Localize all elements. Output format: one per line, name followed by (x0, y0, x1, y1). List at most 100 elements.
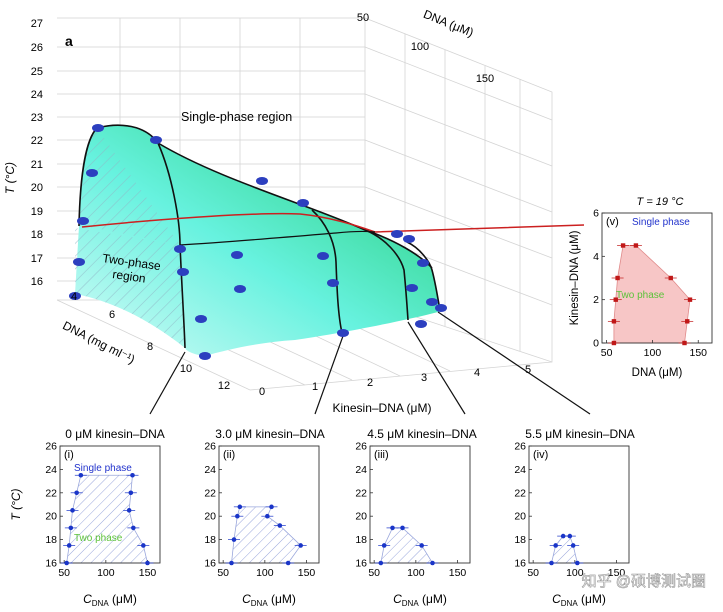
t-tick: 19 (31, 206, 43, 218)
kinesin-tick: 4 (474, 367, 480, 379)
y-tick-label: 26 (204, 441, 216, 453)
dna-um-tick: 50 (357, 12, 369, 24)
3d-marker (297, 199, 309, 207)
data-point (68, 525, 74, 531)
3d-marker (73, 258, 85, 266)
kinesin-tick: 3 (421, 372, 427, 384)
data-point (378, 560, 384, 566)
data-point (265, 513, 270, 519)
x-tick-label: 150 (139, 567, 157, 579)
chart-panel-i: 16 18 20 22 24 26 50 100 150 (i)Single phase Two p… (9, 427, 165, 608)
data-point (141, 543, 146, 548)
y-tick-label: 2 (593, 294, 599, 306)
dna-um-axis-ticks: 50 100 150 (357, 12, 494, 85)
y-tick-label: 24 (355, 464, 367, 476)
legend-single-phase: Single phase (632, 217, 690, 228)
t19-plane-lower-edge (179, 230, 376, 246)
y-tick-label: 16 (514, 558, 526, 570)
kinesin-tick: 0 (259, 386, 265, 398)
main-3d-plot: Single-phase region Two-phase region a T… (3, 7, 591, 415)
panel-tag: (iv) (533, 449, 548, 461)
data-point (74, 490, 79, 496)
y-tick-label: 22 (514, 487, 526, 499)
data-point (131, 525, 136, 531)
dna-mg-tick: 8 (147, 341, 153, 353)
data-point (381, 543, 387, 548)
y-tick-label: 22 (355, 487, 367, 499)
data-point (285, 560, 291, 566)
data-point (682, 340, 687, 346)
3d-marker (77, 217, 89, 225)
y-tick-label: 18 (204, 534, 216, 546)
t-tick: 16 (31, 276, 43, 288)
x-tick-label: 50 (601, 347, 613, 359)
data-point (620, 243, 626, 248)
y-axis-label: Kinesin–DNA (μM) (569, 230, 581, 325)
3d-marker (231, 251, 243, 259)
two-phase-hatched-area (66, 474, 149, 564)
3d-marker (195, 315, 207, 323)
x-axis-label-subscript: DNA (561, 599, 579, 608)
chart-panel-iii: 16 18 20 22 24 26 50 100 150 (iii) 4.5 μM kinesin–… (355, 427, 477, 608)
x-axis-label: CDNA (μM) (552, 592, 606, 608)
x-axis-label-subscript: DNA (92, 599, 110, 608)
x-axis-label: CDNA (μM) (83, 592, 137, 608)
3d-marker (426, 298, 438, 306)
y-tick-label: 22 (204, 487, 216, 499)
two-phase-region-label-line2: region (112, 267, 147, 286)
y-tick-label: 22 (45, 487, 57, 499)
data-point (64, 560, 69, 566)
chart-frame (369, 445, 471, 564)
y-tick-label: 24 (45, 464, 57, 476)
y-axis-label: T (°C) (9, 488, 23, 520)
t-tick: 25 (31, 66, 43, 78)
y-tick-label: 26 (45, 441, 57, 453)
x-axis-label-symbol: C (393, 592, 402, 606)
t-tick: 27 (31, 18, 43, 30)
3d-marker (150, 136, 162, 144)
dna-mg-tick: 6 (109, 309, 115, 321)
data-point (70, 508, 75, 513)
data-point (66, 543, 72, 548)
3d-marker (417, 259, 429, 267)
x-axis-label: DNA (μM) (632, 367, 683, 379)
3d-marker (327, 279, 339, 287)
chart-title: T = 19 °C (637, 196, 684, 208)
data-point (567, 533, 573, 539)
watermark-text: 知乎 @硕博测试圈 (582, 573, 706, 590)
kinesin-tick: 1 (312, 381, 318, 393)
x-tick-label: 150 (449, 567, 467, 579)
data-point (553, 543, 558, 548)
t-tick: 17 (31, 253, 43, 265)
3d-marker (69, 292, 81, 300)
3d-marker (234, 285, 246, 293)
kinesin-tick: 2 (367, 377, 373, 389)
data-point (613, 297, 618, 302)
3d-marker (92, 124, 104, 132)
3d-marker (337, 329, 349, 337)
x-tick-label: 50 (527, 567, 539, 579)
y-tick-label: 4 (593, 251, 599, 263)
y-tick-label: 0 (593, 338, 599, 350)
y-tick-label: 24 (204, 464, 216, 476)
legend-single-phase: Single phase (74, 463, 132, 474)
x-axis-label-unit: (μM) (268, 592, 296, 606)
two-phase-hatched-area (550, 535, 578, 564)
chart-panel-ii: 16 18 20 22 24 26 50 100 150 (ii) 3.0 μM kinesin–D… (204, 427, 325, 608)
y-tick-label: 24 (514, 464, 526, 476)
panel-tag: (ii) (223, 449, 235, 461)
t19-intersection-line (81, 212, 585, 233)
t-tick: 21 (31, 159, 43, 171)
data-point (231, 537, 237, 542)
axis-t-label: T (°C) (3, 162, 17, 194)
data-point (611, 319, 617, 324)
y-tick-label: 20 (204, 511, 216, 523)
data-point (685, 319, 690, 324)
3d-data-markers (69, 124, 447, 360)
t-tick: 18 (31, 229, 43, 241)
dna-um-tick: 150 (476, 73, 494, 85)
data-point (633, 243, 639, 248)
y-tick-label: 16 (45, 558, 57, 570)
data-point (235, 513, 240, 519)
data-point (615, 275, 620, 281)
